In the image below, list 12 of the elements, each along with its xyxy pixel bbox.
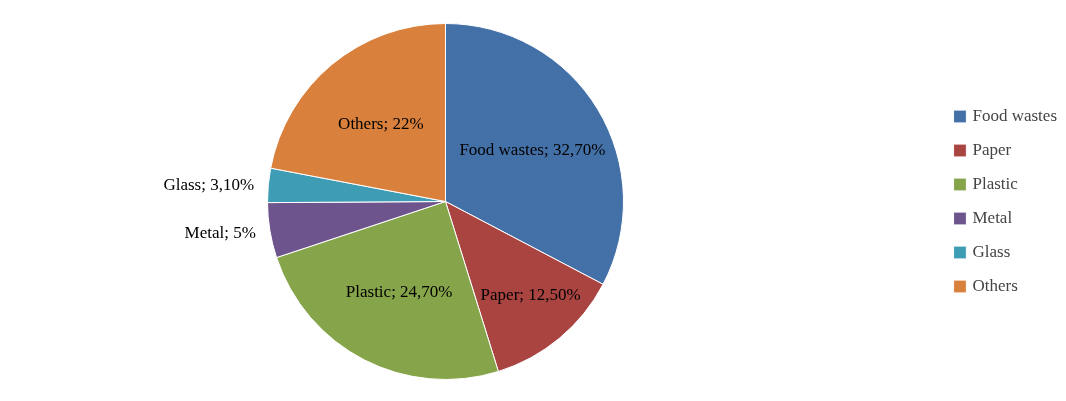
legend-label: Others: [972, 275, 1018, 296]
legend-label: Plastic: [972, 173, 1018, 194]
legend-label: Glass: [972, 241, 1011, 262]
data-label: Food wastes; 32,70%: [459, 139, 606, 159]
data-label: Metal; 5%: [184, 223, 256, 243]
legend-label: Metal: [972, 207, 1013, 228]
data-label: Plastic; 24,70%: [345, 282, 453, 302]
data-label: Glass; 3,10%: [163, 174, 255, 194]
data-label: Others; 22%: [338, 113, 424, 133]
legend-label: Paper: [972, 139, 1012, 160]
legend-label: Food wastes: [972, 105, 1057, 126]
data-label: Paper; 12,50%: [480, 285, 581, 305]
